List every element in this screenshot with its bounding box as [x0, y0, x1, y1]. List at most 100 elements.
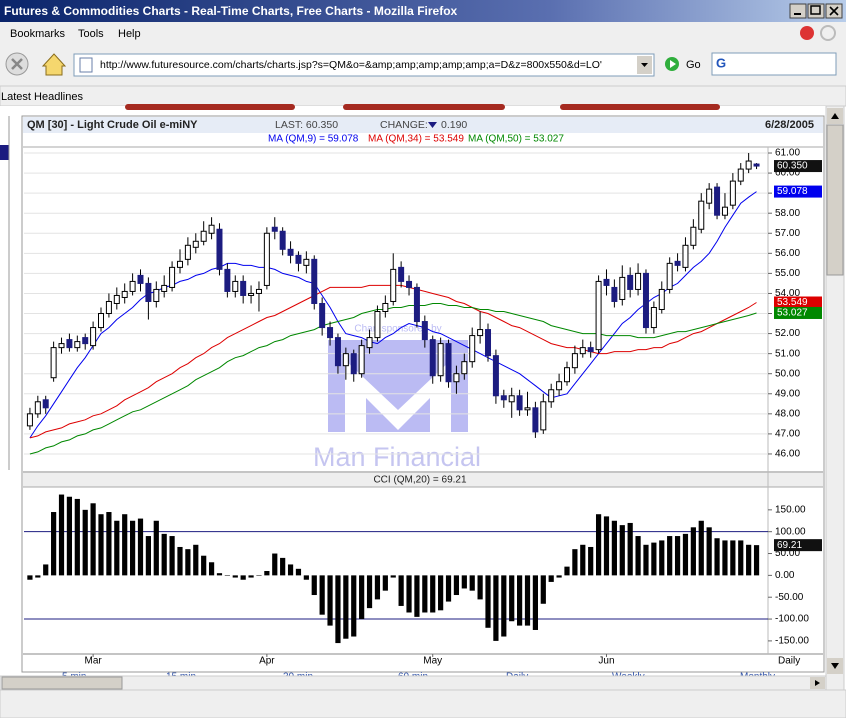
y-tick-label: -150.00 — [775, 636, 809, 647]
ma-tag-label: 53.549 — [777, 297, 808, 308]
cci-bar — [532, 575, 539, 630]
cci-bar — [193, 544, 199, 576]
cci-bar — [35, 575, 41, 578]
home-button[interactable] — [41, 53, 67, 76]
candle-body — [287, 248, 294, 256]
cci-bar — [422, 575, 428, 613]
cci-bar — [90, 503, 96, 576]
cci-bar — [564, 566, 570, 576]
cci-bar — [43, 564, 49, 576]
maximize-icon — [810, 5, 821, 15]
y-tick-label: 61.00 — [775, 148, 800, 159]
candle-body — [579, 347, 586, 355]
horizontal-scrollbar[interactable] — [0, 675, 827, 691]
cci-bar — [66, 496, 73, 576]
menu-item[interactable]: Help — [118, 28, 141, 40]
cci-bar — [706, 527, 712, 576]
cci-bar — [477, 575, 483, 600]
last-price-tag-label: 60.350 — [777, 161, 808, 172]
search-box[interactable] — [711, 52, 837, 76]
go-arrow — [670, 60, 676, 68]
url-box[interactable] — [73, 53, 655, 77]
cci-bar — [224, 575, 230, 576]
candle-body — [666, 262, 673, 290]
cci-bar — [572, 549, 578, 576]
cci-bar — [438, 575, 444, 611]
y-tick-label: 49.00 — [775, 388, 800, 399]
back-icon — [11, 58, 23, 70]
stop-icon[interactable] — [800, 26, 814, 40]
y-tick-label: 58.00 — [775, 208, 800, 219]
ma-tag — [774, 296, 822, 309]
go-label[interactable]: Go — [686, 59, 701, 71]
candle-body — [516, 395, 523, 411]
cci-bar — [335, 575, 341, 644]
menu-item[interactable]: Bookmarks — [10, 28, 66, 40]
candle-body — [374, 311, 381, 339]
site-tab[interactable] — [560, 104, 720, 110]
cci-bar — [98, 514, 104, 576]
hscroll-thumb[interactable] — [1, 676, 123, 690]
scroll-thumb[interactable] — [826, 124, 844, 276]
y-tick-label: 47.00 — [775, 429, 800, 440]
candle-body — [619, 276, 626, 300]
cci-bar — [635, 536, 641, 576]
cci-bar — [58, 494, 65, 576]
url-text: http://www.futuresource.com/charts/chart… — [100, 59, 602, 71]
candle-body — [437, 343, 444, 377]
site-tab[interactable] — [125, 104, 295, 110]
candle-body — [232, 280, 239, 292]
candle-body — [390, 268, 397, 302]
cci-bar — [619, 525, 625, 576]
minimize-button[interactable] — [789, 3, 807, 19]
throbber — [820, 25, 836, 41]
plot-layer: 46.0047.0048.0049.0050.0051.0052.0053.00… — [24, 134, 822, 667]
cci-bar — [287, 564, 294, 576]
ma-line — [29, 303, 757, 455]
scroll-up-arrow — [831, 113, 839, 119]
site-tab[interactable] — [343, 104, 505, 110]
cci-bar — [501, 575, 507, 637]
cci-bar — [153, 520, 159, 576]
candle-body — [421, 321, 428, 341]
candle-body — [224, 268, 231, 292]
cci-bar — [343, 575, 349, 639]
candle-body — [753, 163, 760, 167]
cci-bar — [643, 544, 649, 576]
candle-body — [469, 335, 476, 363]
close-icon — [829, 6, 839, 16]
page-icon — [79, 57, 93, 73]
cci-bar — [714, 538, 720, 576]
candle-body — [698, 200, 705, 230]
bookmark-item[interactable]: Latest Headlines — [1, 91, 83, 103]
candle-body — [540, 401, 547, 431]
cci-bar — [280, 557, 286, 576]
cci-bar — [667, 536, 673, 576]
legend-entry: MA (QM,34) = 53.549 — [368, 134, 464, 145]
cci-bar — [627, 522, 633, 576]
cci-bar — [161, 533, 167, 576]
menu-item[interactable]: Tools — [78, 28, 104, 40]
cci-bar — [185, 549, 191, 576]
cci-bar — [122, 514, 128, 576]
y-tick-label: 51.00 — [775, 348, 800, 359]
cci-bar — [82, 509, 88, 576]
cci-bar — [753, 545, 760, 576]
candle-body — [34, 401, 41, 415]
cci-bar — [722, 540, 728, 576]
candle-body — [453, 373, 460, 383]
y-tick-label: 100.00 — [775, 526, 806, 537]
y-tick-label: -100.00 — [775, 614, 809, 625]
cci-bar — [430, 575, 436, 613]
candle-body — [429, 339, 436, 377]
candle-body — [461, 361, 468, 375]
ma-tag-label: 59.078 — [777, 186, 808, 197]
candle-body — [311, 258, 318, 304]
cci-bar — [366, 575, 373, 609]
cci-bar — [177, 546, 183, 576]
cci-bar — [129, 520, 136, 576]
candle-body — [358, 345, 365, 375]
candle-body — [366, 337, 373, 349]
y-tick-label: 54.00 — [775, 288, 800, 299]
